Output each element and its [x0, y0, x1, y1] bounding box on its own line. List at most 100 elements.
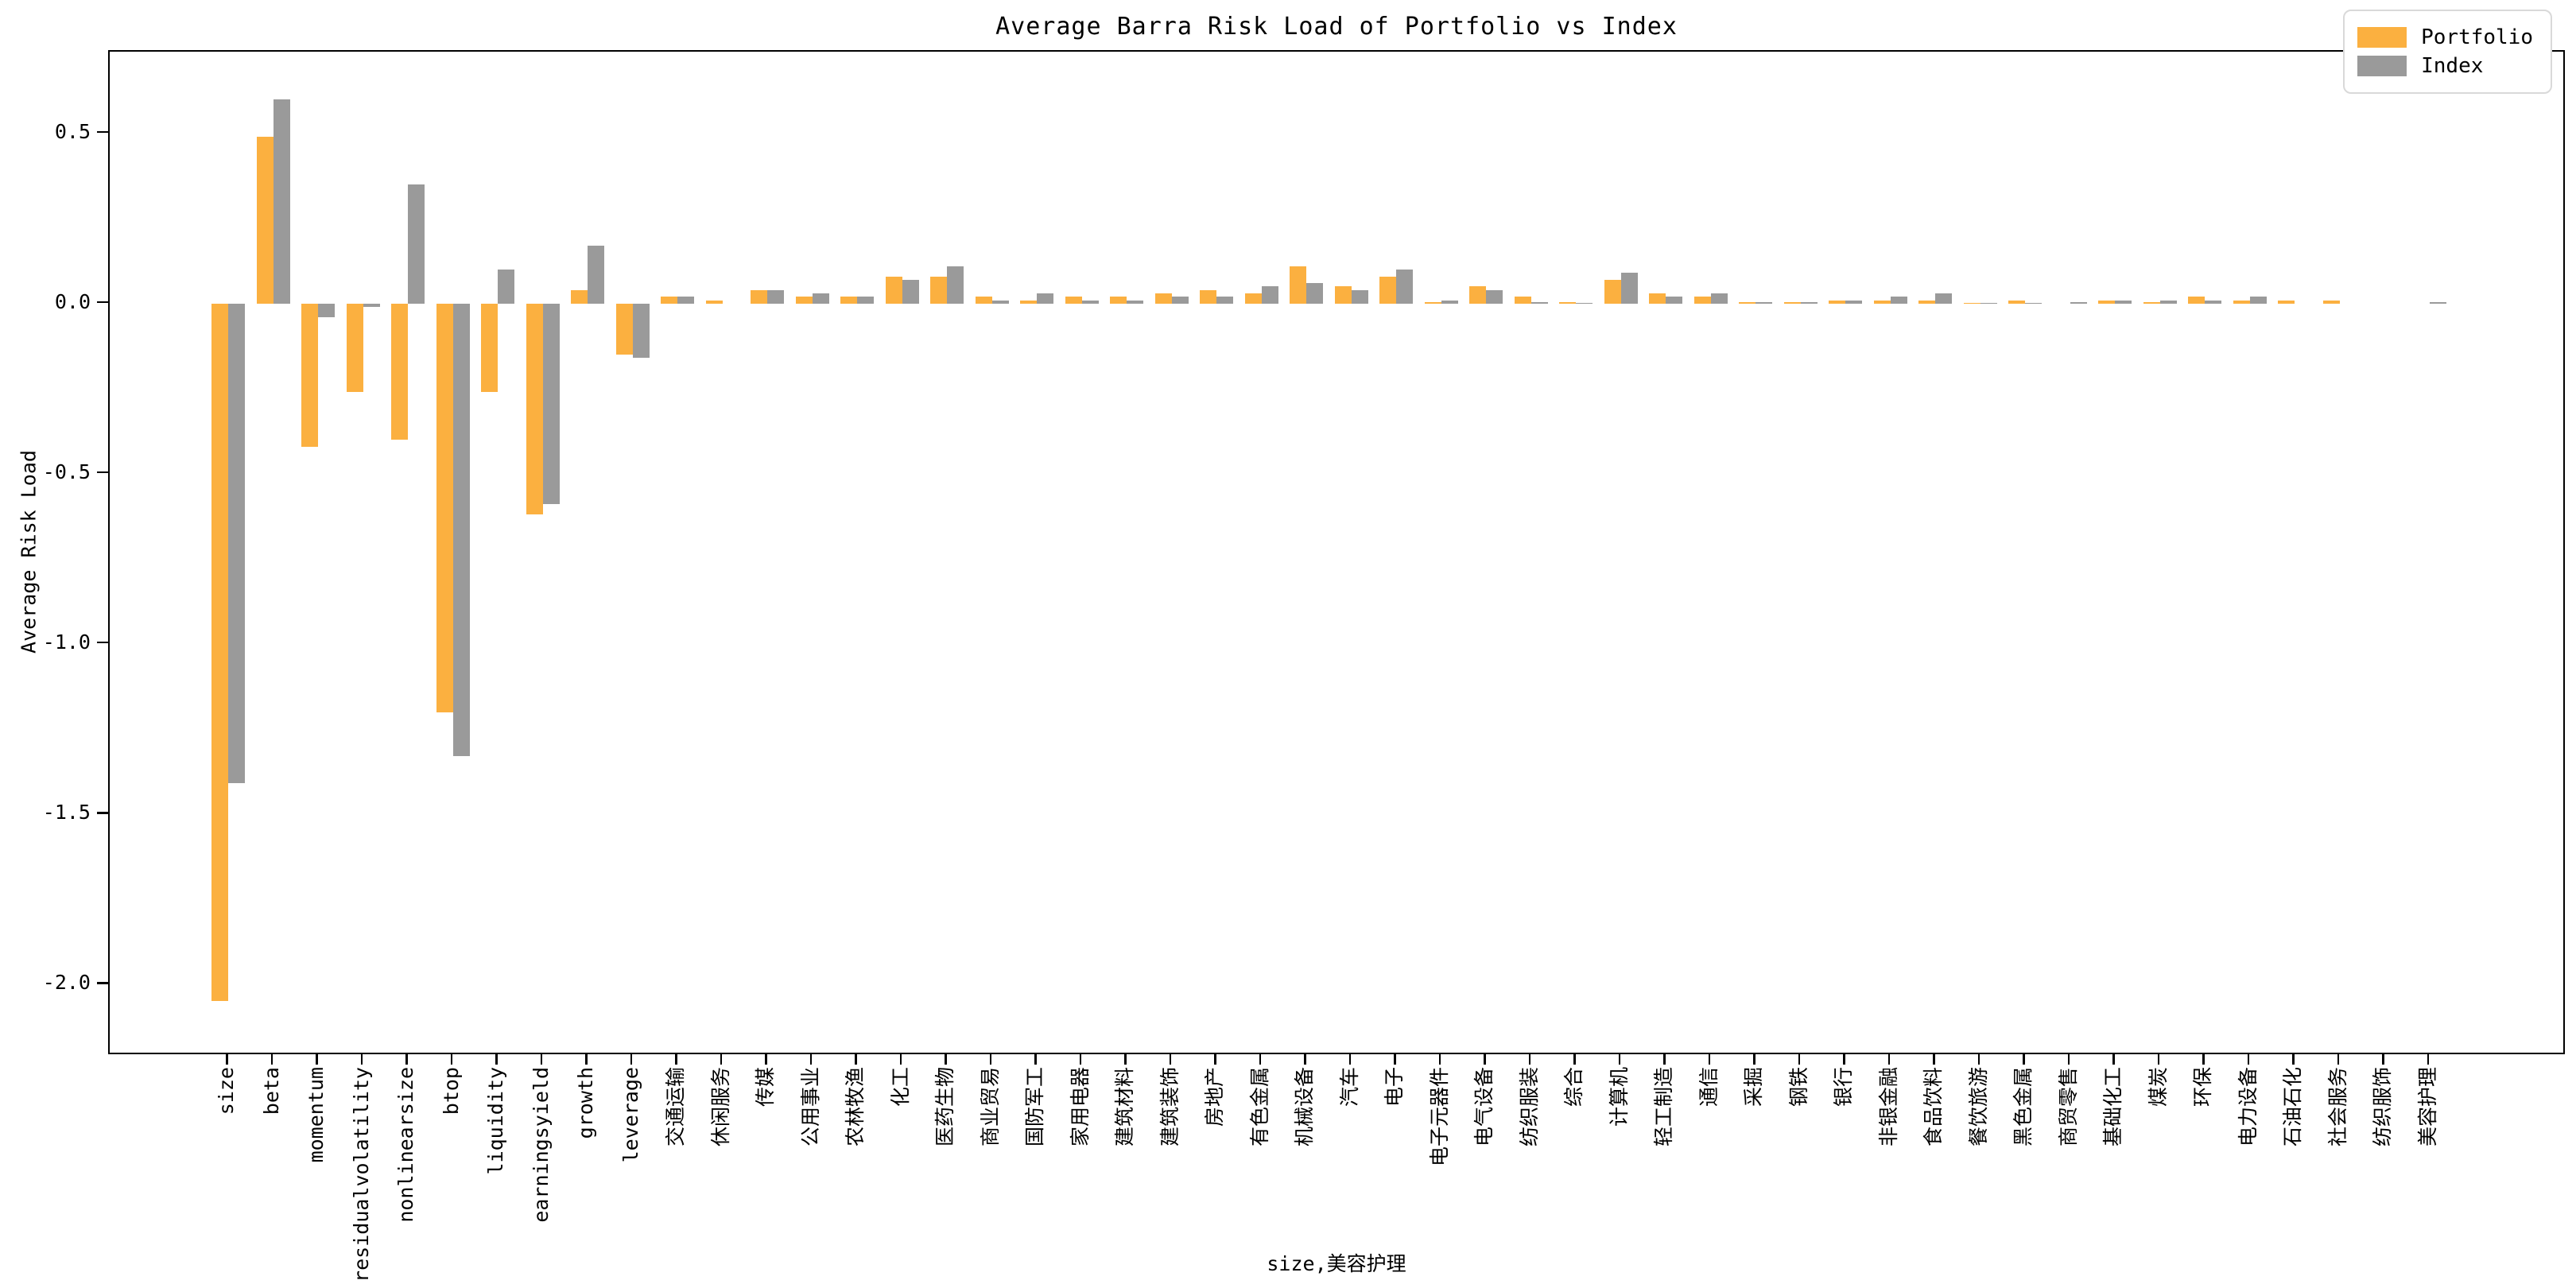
x-tick-mark: [1124, 1054, 1127, 1065]
bar-index-钢铁: [1800, 301, 1818, 304]
bar-portfolio-电子元器件: [1424, 301, 1441, 304]
bar-index-轻工制造: [1666, 297, 1682, 304]
bar-index-传媒: [767, 289, 784, 304]
x-tick-mark: [2157, 1054, 2159, 1065]
x-tick-label-家用电器: 家用电器: [1068, 1067, 1092, 1147]
y-tick-mark: [97, 812, 108, 814]
x-tick-mark: [1259, 1054, 1261, 1065]
x-tick-label-建筑材料: 建筑材料: [1113, 1067, 1136, 1147]
x-tick-mark: [585, 1054, 588, 1065]
x-tick-label-黑色金属: 黑色金属: [2012, 1067, 2035, 1147]
bar-index-建筑材料: [1127, 300, 1143, 304]
x-tick-label-银行: 银行: [1832, 1067, 1855, 1108]
bar-portfolio-momentum: [301, 303, 318, 447]
bar-index-leverage: [632, 303, 650, 359]
x-tick-mark: [945, 1054, 947, 1065]
x-tick-label-纺织服饰: 纺织服饰: [2371, 1067, 2394, 1147]
x-tick-label-机械设备: 机械设备: [1293, 1067, 1316, 1147]
bar-portfolio-基础化工: [2098, 300, 2115, 304]
bar-portfolio-通信: [1693, 297, 1711, 304]
portfolio-swatch: [2357, 27, 2407, 48]
x-tick-mark: [630, 1054, 632, 1065]
bar-index-电子元器件: [1441, 300, 1458, 304]
x-tick-mark: [2112, 1054, 2115, 1065]
x-tick-label-煤炭: 煤炭: [2146, 1067, 2170, 1108]
legend: Portfolio Index: [2343, 10, 2552, 94]
bar-index-liquidity: [498, 270, 514, 304]
bar-portfolio-化工: [885, 276, 902, 304]
bar-portfolio-社会服务: [2322, 300, 2340, 304]
x-tick-label-residualvolatility: residualvolatility: [349, 1067, 373, 1282]
bar-index-residualvolatility: [363, 303, 380, 308]
plot-area: [108, 50, 2565, 1054]
x-tick-mark: [2427, 1054, 2429, 1065]
bar-portfolio-有色金属: [1244, 293, 1262, 304]
bar-portfolio-石油石化: [2278, 300, 2295, 304]
bar-index-房地产: [1216, 297, 1233, 304]
bar-index-beta: [273, 99, 290, 304]
x-tick-label-食品饮料: 食品饮料: [1922, 1067, 1945, 1147]
bar-index-采掘: [1755, 301, 1772, 304]
bar-index-医药生物: [947, 266, 964, 304]
bar-index-计算机: [1620, 273, 1638, 304]
bar-portfolio-计算机: [1604, 279, 1621, 304]
x-tick-mark: [1438, 1054, 1441, 1065]
x-tick-mark: [899, 1054, 902, 1065]
x-tick-mark: [2337, 1054, 2339, 1065]
bar-portfolio-环保: [2188, 297, 2205, 304]
x-tick-label-轻工制造: 轻工制造: [1652, 1067, 1675, 1147]
bar-index-国防军工: [1037, 293, 1053, 304]
bar-portfolio-电力设备: [2233, 300, 2250, 304]
bar-index-商贸零售: [2070, 301, 2087, 304]
bar-index-基础化工: [2115, 300, 2132, 304]
bar-index-综合: [1576, 302, 1593, 305]
x-tick-mark: [1304, 1054, 1306, 1065]
x-tick-mark: [360, 1054, 363, 1065]
bar-index-有色金属: [1261, 286, 1278, 304]
bar-portfolio-餐饮旅游: [1963, 302, 1980, 305]
bar-portfolio-btop: [436, 303, 453, 712]
bar-index-btop: [452, 303, 470, 757]
bar-portfolio-leverage: [615, 303, 633, 355]
x-tick-mark: [2382, 1054, 2384, 1065]
x-tick-mark: [1663, 1054, 1666, 1065]
bar-portfolio-机械设备: [1290, 266, 1306, 304]
bar-portfolio-非银金融: [1873, 300, 1891, 304]
bar-index-growth: [588, 246, 604, 304]
bar-index-化工: [902, 279, 919, 304]
x-tick-mark: [809, 1054, 812, 1065]
x-tick-mark: [855, 1054, 857, 1065]
bar-index-电气设备: [1486, 289, 1503, 304]
x-tick-mark: [450, 1054, 452, 1065]
x-tick-label-社会服务: 社会服务: [2326, 1067, 2349, 1147]
x-tick-label-休闲服务: 休闲服务: [708, 1067, 732, 1147]
x-tick-mark: [316, 1054, 318, 1065]
bar-index-银行: [1845, 300, 1862, 304]
bar-index-汽车: [1351, 289, 1368, 304]
x-tick-mark: [1843, 1054, 1845, 1065]
bar-index-公用事业: [812, 293, 829, 304]
bar-portfolio-钢铁: [1783, 301, 1801, 304]
x-tick-label-nonlinearsize: nonlinearsize: [394, 1067, 417, 1223]
x-tick-label-非银金融: 非银金融: [1876, 1067, 1900, 1147]
x-tick-mark: [405, 1054, 408, 1065]
x-tick-label-汽车: 汽车: [1337, 1067, 1361, 1108]
bar-portfolio-汽车: [1334, 286, 1352, 304]
x-tick-mark: [495, 1054, 498, 1065]
bar-portfolio-公用事业: [795, 297, 813, 304]
bar-portfolio-纺织服装: [1514, 297, 1531, 304]
bar-portfolio-农林牧渔: [840, 297, 857, 304]
x-tick-mark: [270, 1054, 273, 1065]
y-tick-label: 0.0: [54, 289, 91, 313]
bar-index-电子: [1396, 270, 1413, 304]
x-tick-label-环保: 环保: [2191, 1067, 2214, 1108]
bar-index-earningsyield: [542, 303, 560, 505]
x-tick-mark: [1214, 1054, 1216, 1065]
bar-portfolio-建筑装饰: [1154, 293, 1172, 304]
chart-title: Average Barra Risk Load of Portfolio vs …: [995, 13, 1678, 41]
x-tick-label-momentum: momentum: [305, 1067, 328, 1163]
bar-portfolio-商业贸易: [975, 297, 992, 304]
x-tick-label-钢铁: 钢铁: [1787, 1067, 1810, 1108]
x-tick-mark: [989, 1054, 991, 1065]
